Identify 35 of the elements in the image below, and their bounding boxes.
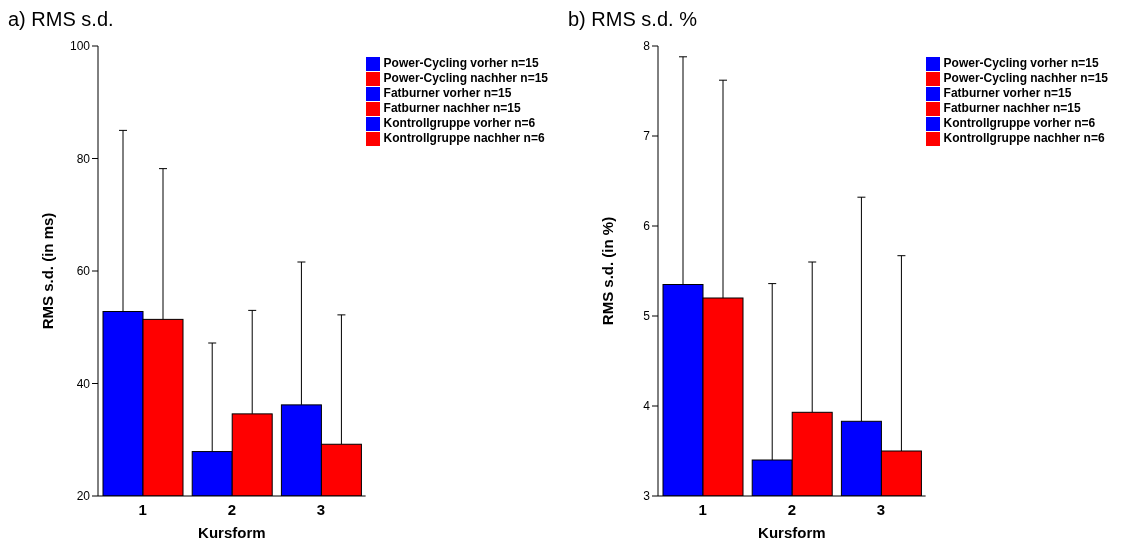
legend-label: Fatburner nachher n=15 bbox=[943, 101, 1081, 115]
x-tick-label: 3 bbox=[316, 500, 326, 518]
x-tick-label: 3 bbox=[876, 500, 886, 518]
x-axis-title: Kursform bbox=[198, 524, 266, 541]
y-axis-title: RMS s.d. (in %) bbox=[599, 216, 617, 326]
legend-label: Power-Cycling nachher n=15 bbox=[943, 71, 1108, 85]
y-tick-label: 80 bbox=[76, 151, 91, 166]
y-tick-label: 5 bbox=[643, 309, 651, 324]
y-tick-label: 60 bbox=[76, 264, 91, 279]
x-tick-label: 1 bbox=[698, 500, 707, 518]
legend-label: Power-Cycling vorher n=15 bbox=[383, 56, 539, 70]
legend-label: Kontrollgruppe nachher n=6 bbox=[943, 131, 1105, 145]
legend-label: Fatburner vorher n=15 bbox=[383, 86, 512, 100]
legend-label: Kontrollgruppe nachher n=6 bbox=[383, 131, 545, 145]
y-tick-label: 7 bbox=[643, 129, 651, 144]
x-tick-label: 2 bbox=[787, 500, 796, 518]
legend-label: Kontrollgruppe vorher n=6 bbox=[943, 116, 1096, 130]
y-tick-label: 3 bbox=[643, 489, 651, 504]
chart-title: a) RMS s.d. bbox=[8, 8, 115, 32]
x-tick-label: 1 bbox=[138, 500, 147, 518]
y-tick-label: 40 bbox=[76, 376, 91, 391]
legend-label: Power-Cycling vorher n=15 bbox=[943, 56, 1099, 70]
y-tick-label: 4 bbox=[643, 399, 651, 414]
y-tick-label: 6 bbox=[643, 219, 651, 234]
x-tick-label: 2 bbox=[227, 500, 236, 518]
legend-label: Fatburner nachher n=15 bbox=[383, 101, 521, 115]
y-tick-label: 20 bbox=[76, 489, 91, 504]
x-axis-title: Kursform bbox=[758, 524, 826, 541]
legend-label: Kontrollgruppe vorher n=6 bbox=[383, 116, 536, 130]
legend-label: Power-Cycling nachher n=15 bbox=[383, 71, 548, 85]
y-axis-title: RMS s.d. (in ms) bbox=[39, 212, 57, 330]
y-tick-label: 8 bbox=[643, 39, 651, 54]
legend-label: Fatburner vorher n=15 bbox=[943, 86, 1072, 100]
y-tick-label: 100 bbox=[69, 39, 91, 54]
chart-title: b) RMS s.d. % bbox=[568, 8, 698, 32]
